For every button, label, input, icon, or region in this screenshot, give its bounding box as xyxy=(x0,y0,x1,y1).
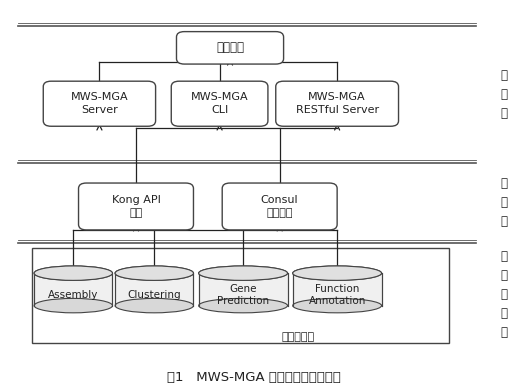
Ellipse shape xyxy=(199,298,288,313)
Polygon shape xyxy=(34,273,112,306)
Polygon shape xyxy=(115,273,193,306)
Ellipse shape xyxy=(34,266,112,280)
Ellipse shape xyxy=(293,266,382,280)
Text: 图1   MWS-MGA 平台系统的总体架构: 图1 MWS-MGA 平台系统的总体架构 xyxy=(167,370,341,383)
Text: 计
算
服
务
层: 计 算 服 务 层 xyxy=(501,250,508,339)
Ellipse shape xyxy=(34,298,112,313)
FancyBboxPatch shape xyxy=(32,248,449,343)
Text: Assembly: Assembly xyxy=(48,290,99,300)
FancyBboxPatch shape xyxy=(79,183,193,230)
FancyBboxPatch shape xyxy=(43,81,156,126)
Text: 应用交互: 应用交互 xyxy=(216,41,244,54)
Text: MWS-MGA
Server: MWS-MGA Server xyxy=(71,92,128,116)
FancyBboxPatch shape xyxy=(222,183,337,230)
Text: 交
互
层: 交 互 层 xyxy=(501,69,508,120)
Ellipse shape xyxy=(34,266,112,280)
Ellipse shape xyxy=(293,266,382,280)
Ellipse shape xyxy=(115,266,193,280)
Polygon shape xyxy=(199,273,288,306)
Ellipse shape xyxy=(115,298,193,313)
Ellipse shape xyxy=(199,266,288,280)
Polygon shape xyxy=(293,273,382,306)
Text: Consul
服务发现: Consul 服务发现 xyxy=(261,195,298,218)
Text: MWS-MGA
RESTful Server: MWS-MGA RESTful Server xyxy=(296,92,379,116)
Text: Gene
Prediction: Gene Prediction xyxy=(217,284,269,306)
Ellipse shape xyxy=(115,266,193,280)
Text: Function
Annotation: Function Annotation xyxy=(308,284,366,306)
Text: 微服务集群: 微服务集群 xyxy=(281,332,315,342)
Text: Clustering: Clustering xyxy=(127,290,181,300)
Ellipse shape xyxy=(293,298,382,313)
Text: 接
入
层: 接 入 层 xyxy=(501,177,508,228)
Ellipse shape xyxy=(199,266,288,280)
FancyBboxPatch shape xyxy=(171,81,268,126)
Text: MWS-MGA
CLI: MWS-MGA CLI xyxy=(191,92,248,116)
FancyBboxPatch shape xyxy=(176,32,284,64)
Text: Kong API
网关: Kong API 网关 xyxy=(111,195,161,218)
FancyBboxPatch shape xyxy=(276,81,399,126)
